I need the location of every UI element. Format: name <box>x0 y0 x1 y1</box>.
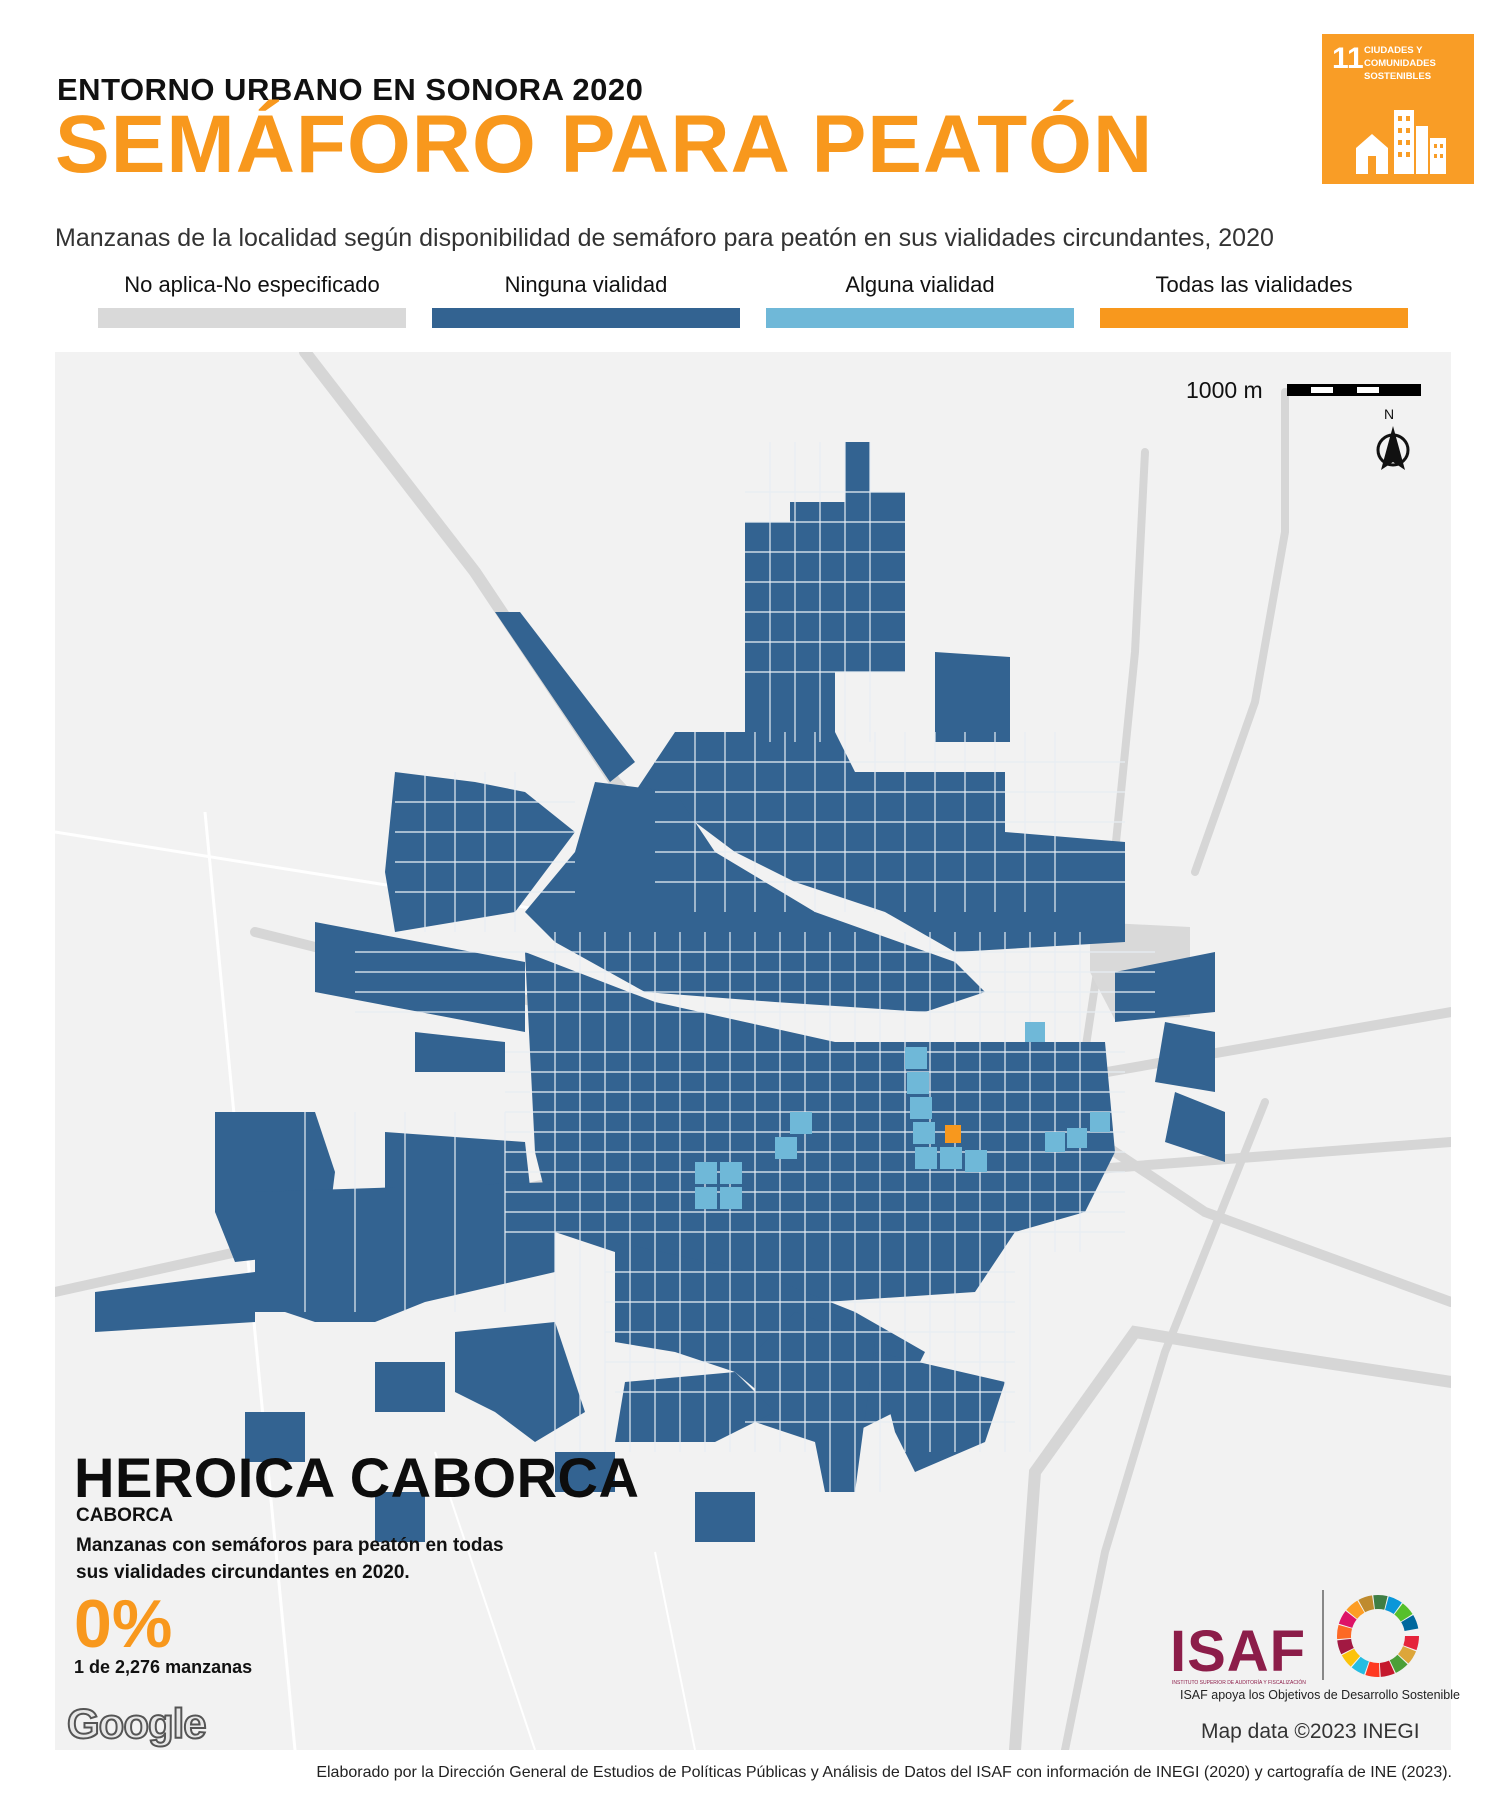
map-attribution: Map data ©2023 INEGI <box>1201 1720 1420 1743</box>
scale-bar <box>1287 384 1421 396</box>
legend-swatch <box>432 308 740 328</box>
legend-label: Alguna vialidad <box>845 272 995 297</box>
legend-swatch <box>1100 308 1408 328</box>
stat-percentage: 0% <box>74 1586 173 1662</box>
municipality-name: CABORCA <box>76 1505 174 1526</box>
scale-label: 1000 m <box>1186 377 1263 403</box>
city-buildings-icon <box>1356 110 1446 174</box>
legend-label: No aplica-No especificado <box>124 272 380 297</box>
isaf-logo: ISAF <box>1170 1619 1307 1684</box>
legend-item-alguna: Alguna vialidad <box>766 268 1074 328</box>
google-logo: Google <box>66 1699 208 1748</box>
north-label: N <box>1384 406 1395 422</box>
sdg-number: 11 <box>1332 42 1364 75</box>
kicker-title: ENTORNO URBANO EN SONORA 2020 <box>57 72 644 107</box>
north-arrow-icon <box>1376 426 1410 470</box>
legend-swatch <box>766 308 1074 328</box>
map-canvas[interactable] <box>55 352 1451 1750</box>
legend-swatch <box>98 308 406 328</box>
legend-item-todas: Todas las vialidades <box>1100 268 1408 328</box>
legend-label: Ninguna vialidad <box>504 272 668 297</box>
legend-label: Todas las vialidades <box>1155 272 1353 297</box>
sdg-label: CIUDADES Y COMUNIDADES SOSTENIBLES <box>1364 45 1436 82</box>
main-title: SEMÁFORO PARA PEATÓN <box>55 99 1154 190</box>
legend-item-no-aplica: No aplica-No especificado <box>98 268 406 328</box>
stat-description: Manzanas con semáforos para peatón en to… <box>76 1535 504 1583</box>
sdg-wheel-icon <box>1337 1595 1419 1677</box>
subtitle: Manzanas de la localidad según disponibi… <box>55 224 1274 252</box>
block-todas-vialidades[interactable] <box>945 1125 961 1143</box>
locality-name: HEROICA CABORCA <box>74 1446 640 1509</box>
logo-divider <box>1322 1590 1324 1680</box>
map-panel[interactable] <box>55 352 1451 1750</box>
footer-credits: Elaborado por la Dirección General de Es… <box>316 1764 1452 1781</box>
legend-item-ninguna: Ninguna vialidad <box>432 268 740 328</box>
isaf-logo-subtext: INSTITUTO SUPERIOR DE AUDITORÍA Y FISCAL… <box>1172 1680 1306 1686</box>
stat-count: 1 de 2,276 manzanas <box>74 1657 253 1677</box>
isaf-tagline: ISAF apoya los Objetivos de Desarrollo S… <box>1179 1688 1460 1702</box>
sdg-11-badge: 11 CIUDADES Y COMUNIDADES SOSTENIBLES <box>1322 34 1474 184</box>
street-grid-vertical <box>304 442 1081 1492</box>
blocks-alguna-vialidad <box>695 1022 1110 1209</box>
city-blocks <box>95 442 1225 1542</box>
